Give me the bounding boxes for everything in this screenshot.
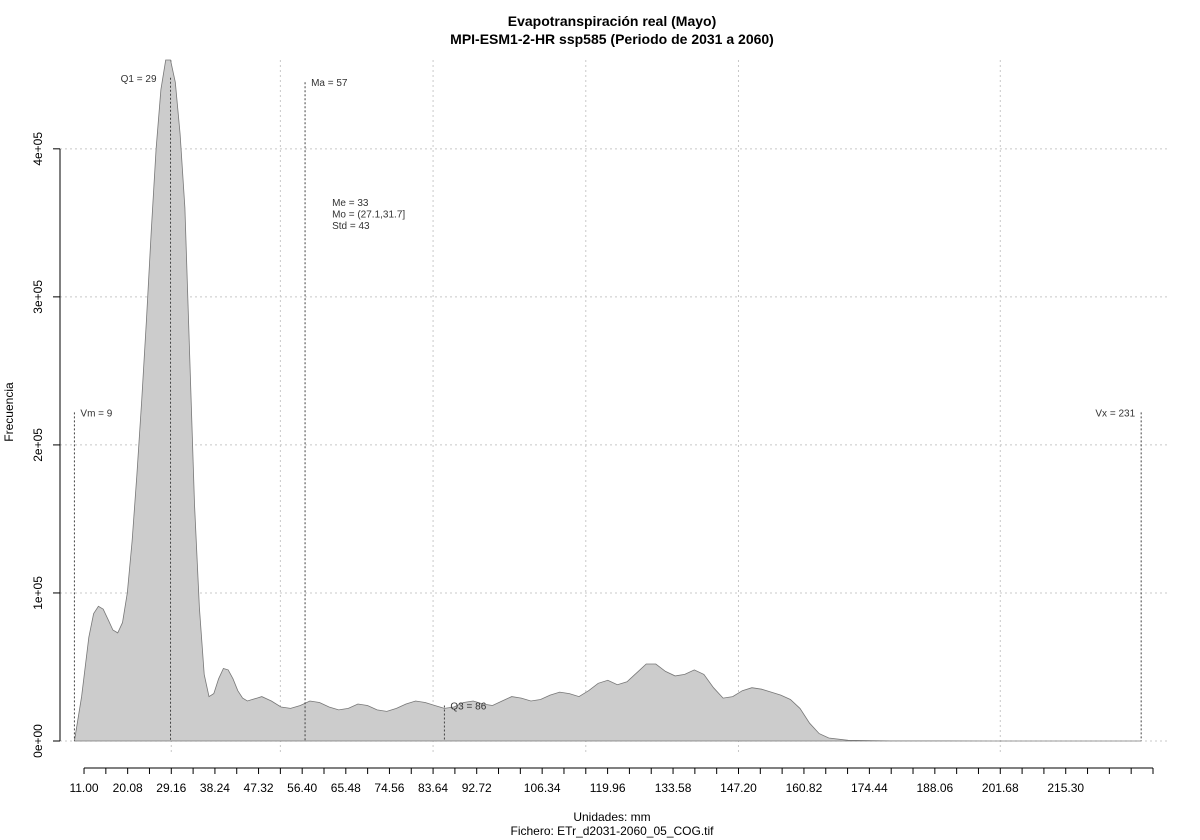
stat-label: Ma = 57 [311, 78, 348, 89]
x-tick-label: 56.40 [287, 781, 317, 795]
stat-label: Vx = 231 [1095, 408, 1135, 419]
x-tick-label: 83.64 [418, 781, 448, 795]
y-tick-label: 0e+00 [31, 724, 45, 758]
x-tick-label: 188.06 [916, 781, 953, 795]
stat-label: Q3 = 86 [450, 701, 486, 712]
y-axis-label: Frecuencia [2, 382, 16, 442]
x-tick-label: 47.32 [244, 781, 274, 795]
density-area [73, 59, 1142, 742]
y-tick-label: 2e+05 [31, 428, 45, 462]
x-tick-label: 160.82 [786, 781, 823, 795]
x-axis-label: Unidades: mm [573, 810, 650, 824]
chart-subtitle: MPI-ESM1-2-HR ssp585 (Periodo de 2031 a … [450, 31, 774, 47]
x-tick-label: 201.68 [982, 781, 1019, 795]
y-axis: 0e+00 1e+05 2e+05 3e+05 4e+05 [31, 132, 61, 758]
x-tick-label: 106.34 [524, 781, 561, 795]
x-tick-label: 29.16 [156, 781, 186, 795]
x-tick-label: 11.00 [69, 781, 98, 795]
chart-title: Evapotranspiración real (Mayo) [508, 13, 717, 29]
footer-filename: Fichero: ETr_d2031-2060_05_COG.tif [511, 824, 715, 838]
y-tick-label: 4e+05 [31, 132, 45, 166]
x-tick-label: 92.72 [462, 781, 492, 795]
stat-label: Q1 = 29 [121, 74, 157, 85]
x-tick-label: 65.48 [331, 781, 361, 795]
stat-text: Mo = (27.1,31.7] [332, 210, 405, 221]
y-tick-label: 1e+05 [31, 576, 45, 610]
x-tick-label: 133.58 [655, 781, 692, 795]
stat-text: Me = 33 [332, 198, 369, 209]
x-tick-label: 147.20 [720, 781, 757, 795]
x-axis: 11.00 20.08 29.16 38.24 47.32 56.40 65.48 74.56… [69, 767, 1154, 795]
grid-lines [60, 60, 1170, 753]
x-tick-label: 119.96 [590, 781, 626, 795]
x-tick-label: 74.56 [374, 781, 404, 795]
x-tick-label: 215.30 [1047, 781, 1084, 795]
stat-label: Vm = 9 [80, 408, 112, 419]
x-tick-label: 174.44 [851, 781, 888, 795]
statistic-lines: Vm = 9 Q1 = 29 Ma = 57 Q3 = 86 Vx = 231 [73, 74, 1142, 741]
x-tick-label: 38.24 [200, 781, 230, 795]
y-tick-label: 3e+05 [31, 280, 45, 314]
stat-text: Std = 43 [332, 221, 370, 232]
x-tick-label: 20.08 [113, 781, 143, 795]
